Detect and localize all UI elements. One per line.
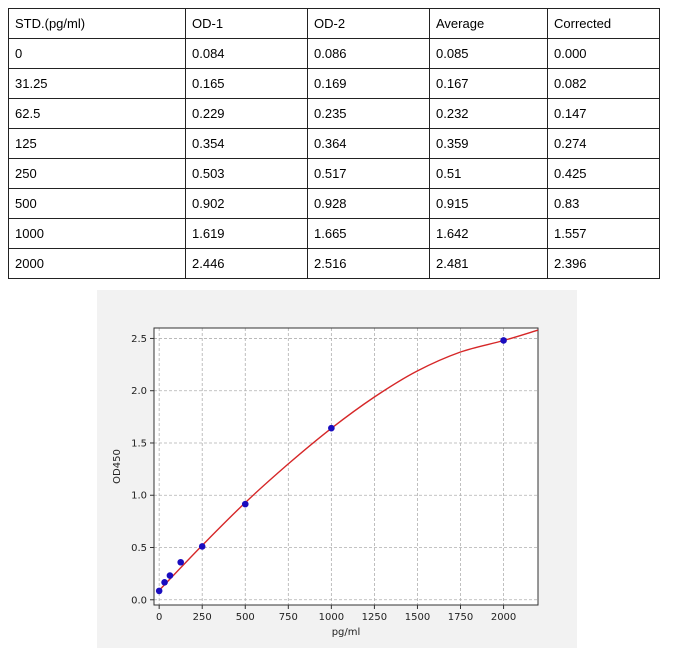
table-cell: 0.425	[547, 158, 660, 189]
table-cell: 0.147	[547, 98, 660, 129]
x-tick-label: 0	[156, 612, 162, 623]
table-cell: 0.235	[307, 98, 430, 129]
x-tick-label: 2000	[491, 612, 516, 623]
y-tick-label: 0.5	[131, 543, 147, 554]
y-tick-label: 0.0	[131, 595, 147, 606]
x-tick-label: 1000	[319, 612, 344, 623]
table-cell: 1.557	[547, 218, 660, 249]
table-cell: OD-2	[307, 8, 430, 39]
chart-svg: 0 250 500 750 1000 1250 1500 1750 2000 0.0 0.5 1.0 1…	[112, 327, 539, 638]
y-tick-label: 1.5	[131, 438, 147, 449]
table-cell: 0.232	[429, 98, 548, 129]
table-cell: 0.229	[185, 98, 308, 129]
table-cell: 1.642	[429, 218, 548, 249]
table-cell: 0.364	[307, 128, 430, 159]
table-cell: 250	[8, 158, 186, 189]
table-cell: 2.446	[185, 248, 308, 279]
table-cell: OD-1	[185, 8, 308, 39]
table-cell: 0.169	[307, 68, 430, 99]
table-cell: 62.5	[8, 98, 186, 129]
table-cell: 0.082	[547, 68, 660, 99]
table-row: 125 0.354 0.364 0.359 0.274	[8, 128, 660, 159]
table-cell: 2.516	[307, 248, 430, 279]
table-cell: 31.25	[8, 68, 186, 99]
table-cell: 0.085	[429, 38, 548, 69]
y-tick-label: 2.5	[131, 334, 147, 345]
table-cell: 125	[8, 128, 186, 159]
plot-area	[154, 328, 538, 605]
standard-data-table: STD.(pg/ml) OD-1 OD-2 Average Corrected 0 0.08…	[8, 8, 660, 279]
data-point	[166, 572, 174, 579]
y-tick-label: 1.0	[131, 491, 147, 502]
data-point	[500, 337, 507, 344]
x-axis-label: pg/ml	[332, 627, 361, 638]
table-row: 250 0.503 0.517 0.51 0.425	[8, 158, 660, 189]
table-cell: Average	[429, 8, 548, 39]
table-cell: 0.915	[429, 188, 548, 219]
fit-curve-line	[158, 329, 539, 591]
table-cell: 0.084	[185, 38, 308, 69]
table-row: 2000 2.446 2.516 2.481 2.396	[8, 248, 660, 279]
table-cell: 1.619	[185, 218, 308, 249]
table-cell: 0.274	[547, 128, 660, 159]
x-tick-label: 250	[193, 612, 212, 623]
table-cell: 0.000	[547, 38, 660, 69]
table-cell: 0.086	[307, 38, 430, 69]
x-tick-label: 500	[236, 612, 255, 623]
table-cell: 2.481	[429, 248, 548, 279]
table-cell: 0.83	[547, 188, 660, 219]
table-cell: 0.503	[185, 158, 308, 189]
table-cell: 1000	[8, 218, 186, 249]
table-row: 31.25 0.165 0.169 0.167 0.082	[8, 68, 660, 99]
table-cell: 0.517	[307, 158, 430, 189]
table-row: 62.5 0.229 0.235 0.232 0.147	[8, 98, 660, 129]
table-cell: 0	[8, 38, 186, 69]
table-cell: 0.165	[185, 68, 308, 99]
table-cell: 2000	[8, 248, 186, 279]
table-header-row: STD.(pg/ml) OD-1 OD-2 Average Corrected	[8, 8, 660, 39]
x-tick-label: 1250	[362, 612, 387, 623]
table-cell: 0.902	[185, 188, 308, 219]
table-cell: 1.665	[307, 218, 430, 249]
data-point	[177, 558, 184, 566]
data-point	[155, 587, 163, 595]
table-cell: 2.396	[547, 248, 660, 279]
table-cell: 500	[8, 188, 186, 219]
data-point	[328, 424, 335, 432]
data-point	[198, 543, 206, 550]
table-cell: 0.354	[185, 128, 308, 159]
y-axis-label: OD450	[112, 449, 123, 484]
table-cell: Corrected	[547, 8, 660, 39]
table-row: 500 0.902 0.928 0.915 0.83	[8, 188, 660, 219]
plot-frame	[153, 327, 539, 606]
table-row: 1000 1.619 1.665 1.642 1.557	[8, 218, 660, 249]
table-row: 0 0.084 0.086 0.085 0.000	[8, 38, 660, 69]
x-tick-label: 1750	[448, 612, 473, 623]
y-tick-label: 2.0	[131, 386, 147, 397]
table-cell: 0.167	[429, 68, 548, 99]
x-tick-label: 1500	[405, 612, 430, 623]
data-point	[161, 579, 168, 586]
standard-curve-chart: 0 250 500 750 1000 1250 1500 1750 2000 0.0 0.5 1.0 1…	[97, 290, 577, 648]
x-tick-label: 750	[279, 612, 298, 623]
table-cell: 0.51	[429, 158, 548, 189]
table-cell: 0.928	[307, 188, 430, 219]
table-cell: 0.359	[429, 128, 548, 159]
table-cell: STD.(pg/ml)	[8, 8, 186, 39]
data-point	[241, 500, 249, 508]
